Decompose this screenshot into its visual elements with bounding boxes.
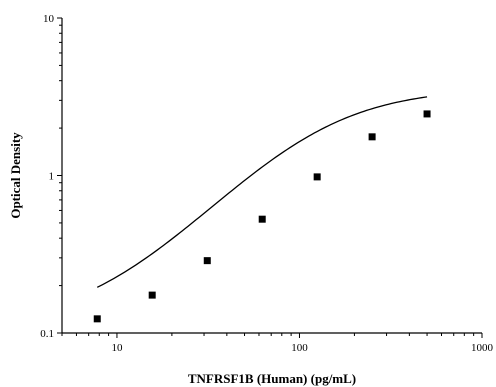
y-tick-label: 10 [43,13,55,25]
x-tick-label: 100 [291,342,308,354]
fit-curve-layer [96,96,428,288]
x-tick-label: 1000 [471,342,494,354]
data-points-layer [93,110,431,323]
data-point [423,110,431,118]
axes [57,17,483,338]
x-tick-label: 10 [111,342,123,354]
data-point [258,215,266,223]
tick-labels-layer: 10 100 1000 0.1 1 10 [40,13,493,354]
fit-curve-line [96,96,428,288]
data-point [148,291,156,299]
data-point [93,315,101,323]
y-axis-title: Optical Density [8,132,23,219]
data-point [203,257,211,265]
y-tick-label: 0.1 [40,328,54,340]
data-point [368,133,376,141]
data-point [313,173,321,181]
y-tick-label: 1 [49,171,55,183]
x-axis-title: TNFRSF1B (Human) (pg/mL) [188,371,356,386]
